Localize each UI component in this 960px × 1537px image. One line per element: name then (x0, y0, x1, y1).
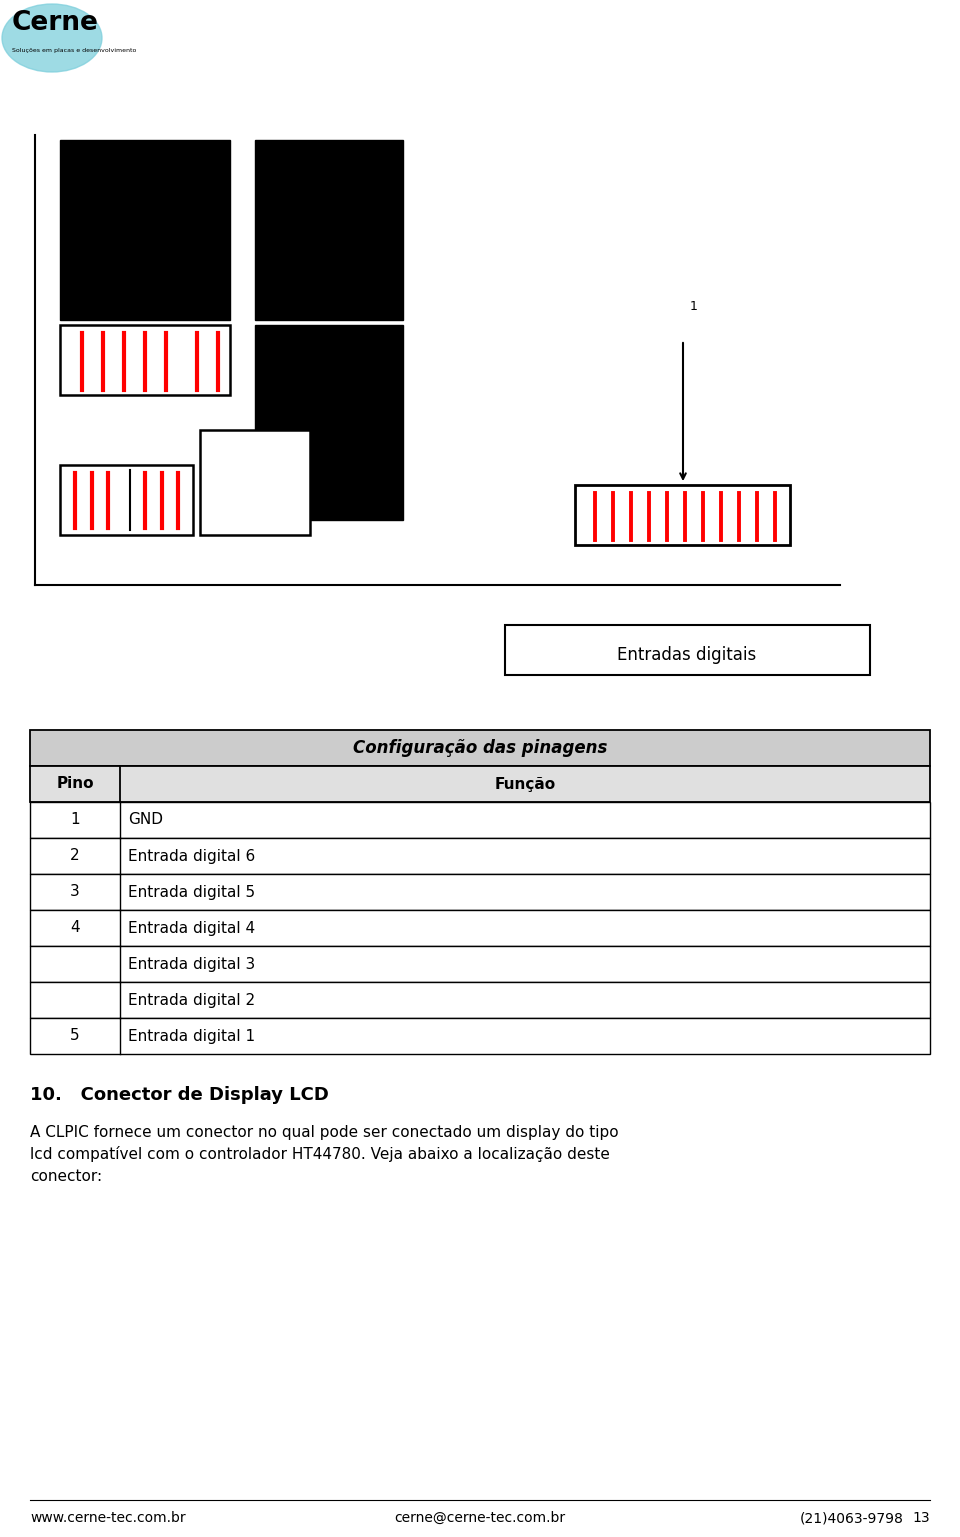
Bar (255, 324, 403, 520)
Bar (30, 982, 930, 1017)
Text: Cerne: Cerne (12, 11, 99, 35)
Text: GND: GND (128, 813, 163, 827)
Bar (30, 802, 930, 838)
Bar (505, 626, 870, 675)
Bar (30, 910, 930, 945)
Bar (30, 945, 930, 982)
Text: 10.   Conector de Display LCD: 10. Conector de Display LCD (30, 1087, 329, 1104)
Text: (21)4063-9798: (21)4063-9798 (800, 1511, 904, 1525)
Text: Entrada digital 2: Entrada digital 2 (128, 993, 255, 1007)
Bar (60, 466, 193, 535)
Text: lcd compatível com o controlador HT44780. Veja abaixo a localização deste: lcd compatível com o controlador HT44780… (30, 1147, 610, 1162)
Bar (200, 430, 310, 535)
Text: Entrada digital 1: Entrada digital 1 (128, 1028, 255, 1044)
Bar (255, 140, 403, 320)
Ellipse shape (2, 5, 102, 72)
Text: Entrada digital 6: Entrada digital 6 (128, 848, 255, 864)
Text: Entrada digital 3: Entrada digital 3 (128, 956, 255, 971)
Bar (60, 140, 230, 320)
Text: 2: 2 (70, 848, 80, 864)
Text: Entrada digital 4: Entrada digital 4 (128, 921, 255, 936)
Text: Entrada digital 5: Entrada digital 5 (128, 884, 255, 899)
Text: Entradas digitais: Entradas digitais (617, 646, 756, 664)
Bar (575, 486, 790, 546)
Bar (30, 1017, 930, 1054)
Text: 13: 13 (912, 1511, 930, 1525)
Bar (30, 875, 930, 910)
Bar (30, 838, 930, 875)
Text: cerne@cerne-tec.com.br: cerne@cerne-tec.com.br (395, 1511, 565, 1525)
Text: conector:: conector: (30, 1170, 102, 1183)
Text: Soluções em placas e desenvolvimento: Soluções em placas e desenvolvimento (12, 48, 136, 52)
Text: Configuração das pinagens: Configuração das pinagens (353, 739, 607, 758)
Bar (60, 324, 230, 395)
Text: 1: 1 (690, 300, 698, 314)
Text: 4: 4 (70, 921, 80, 936)
Text: 3: 3 (70, 884, 80, 899)
Bar (30, 765, 930, 802)
Bar (30, 730, 930, 765)
Text: Pino: Pino (57, 776, 94, 792)
Text: A CLPIC fornece um conector no qual pode ser conectado um display do tipo: A CLPIC fornece um conector no qual pode… (30, 1125, 618, 1140)
Text: Função: Função (494, 776, 556, 792)
Text: 5: 5 (70, 1028, 80, 1044)
Text: www.cerne-tec.com.br: www.cerne-tec.com.br (30, 1511, 185, 1525)
Text: 1: 1 (70, 813, 80, 827)
